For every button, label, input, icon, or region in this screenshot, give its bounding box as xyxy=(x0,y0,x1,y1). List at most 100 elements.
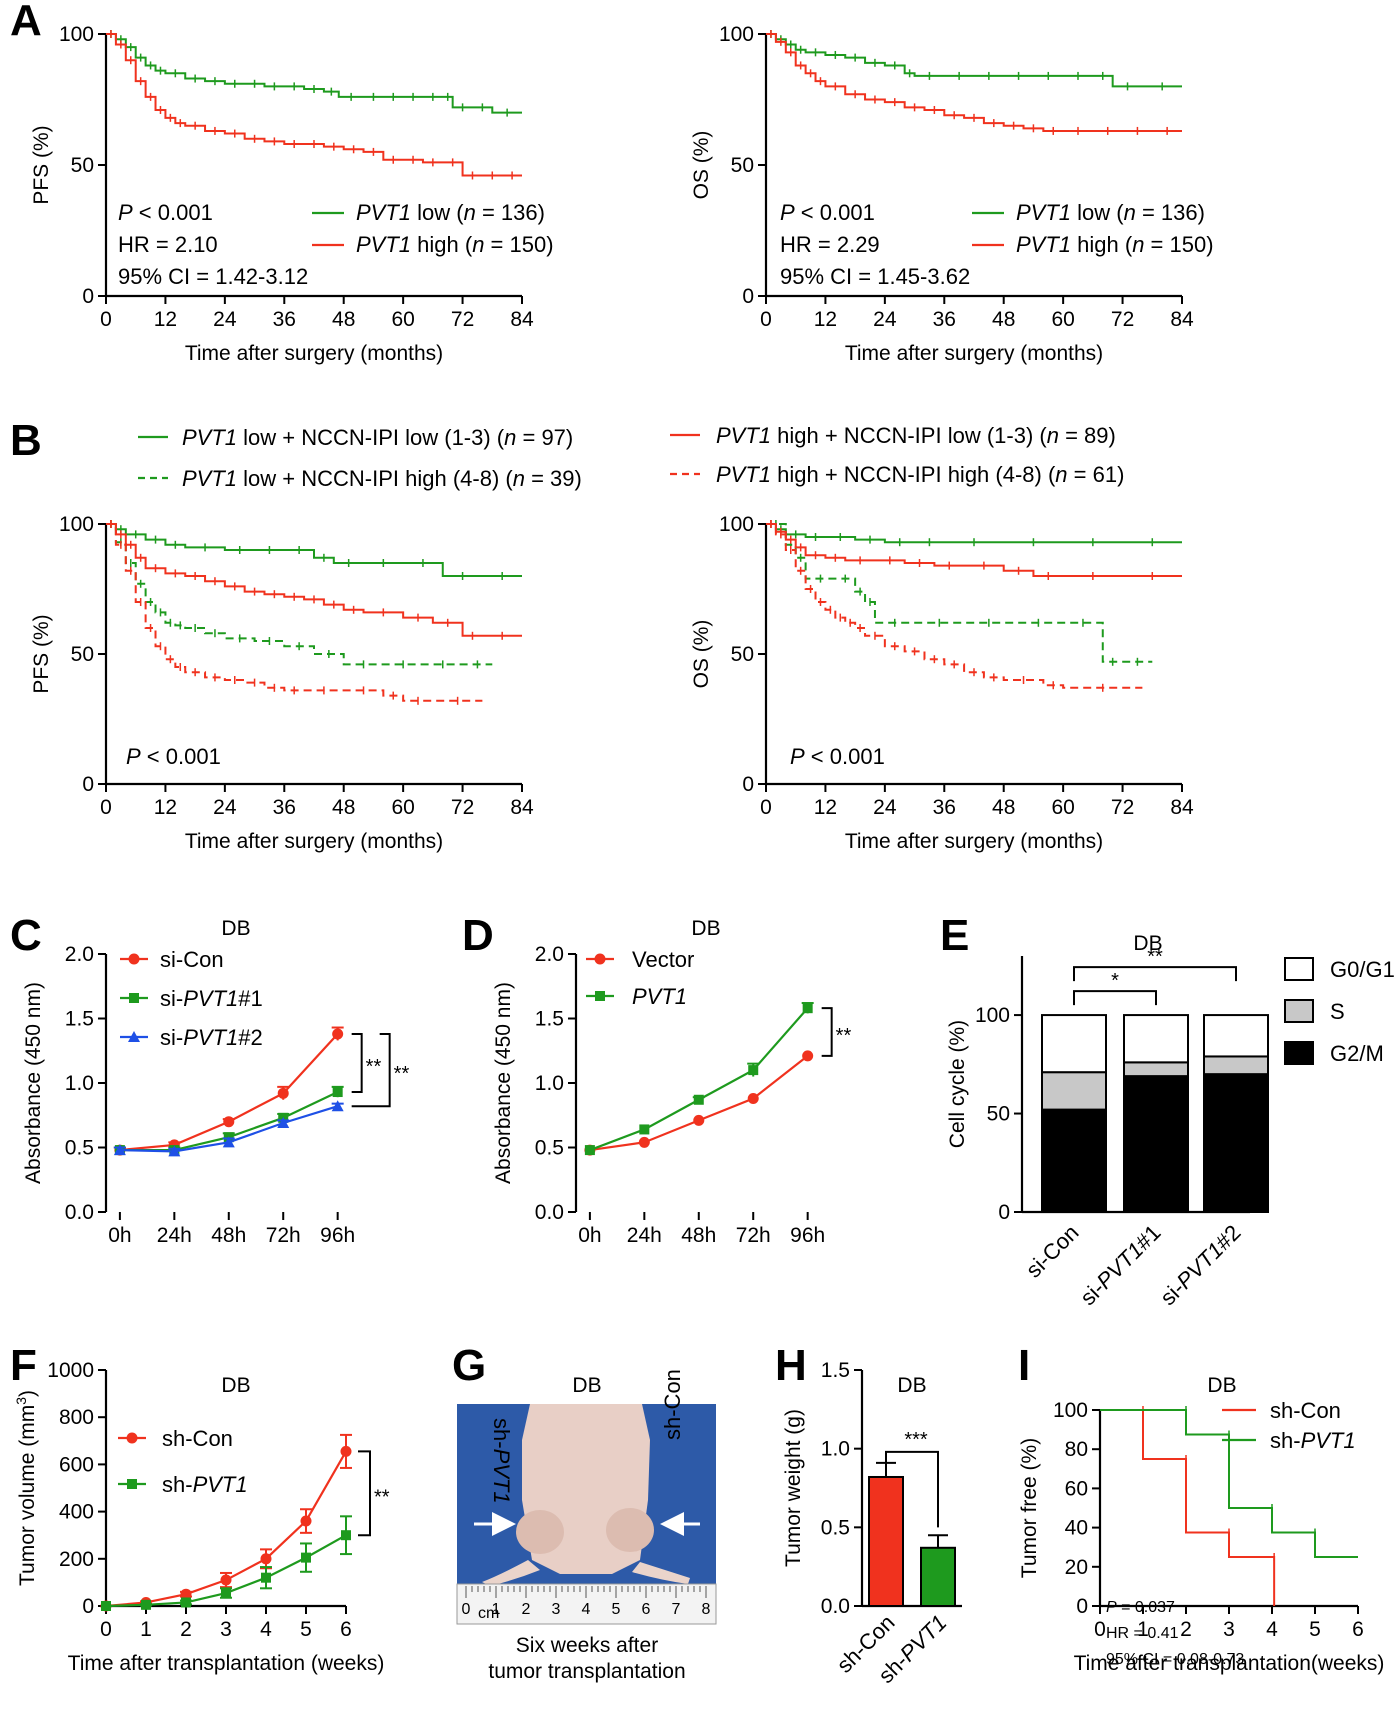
c-sig-bracket-2 xyxy=(351,1032,391,1108)
f-x-tick-label: 1 xyxy=(140,1618,152,1641)
a2-x-tick-label: 72 xyxy=(1111,308,1134,331)
d-series-2-point xyxy=(802,1003,813,1014)
panel-label-f: F xyxy=(10,1341,37,1390)
a1-legend-high-label: PVT1 high (n = 150) xyxy=(356,232,554,257)
i-y-tick-label: 20 xyxy=(1065,1556,1088,1579)
c-legend-sicon-label: si-Con xyxy=(160,947,224,972)
c-x-tick-label: 0h xyxy=(108,1224,131,1247)
a1-x-tick-label: 36 xyxy=(273,308,296,331)
b1-x-axis-label: Time after surgery (months) xyxy=(185,830,443,853)
a2-legend-high-label: PVT1 high (n = 150) xyxy=(1016,232,1214,257)
ruler-number: 1 xyxy=(492,1601,501,1618)
a2-y-tick-label: 0 xyxy=(742,285,754,308)
ruler-number: 7 xyxy=(672,1601,681,1618)
e-legend-g2m-label: G2/M xyxy=(1330,1041,1384,1066)
c-legend-sicon-marker xyxy=(128,953,140,965)
b1-x-tick-label: 48 xyxy=(332,796,355,819)
b2-series-1-curve xyxy=(766,523,1182,544)
f-y-tick-label: 400 xyxy=(59,1501,94,1524)
i-series-2-curve xyxy=(1100,1409,1358,1558)
a2-series-1-curve xyxy=(766,33,1182,88)
a2-hr: HR = 2.29 xyxy=(780,232,880,257)
d-y-axis-label: Absorbance (450 nm) xyxy=(492,982,515,1184)
a1-x-tick-label: 48 xyxy=(332,308,355,331)
a2-y-axis-label: OS (%) xyxy=(690,131,713,200)
b2-x-tick-label: 36 xyxy=(933,796,956,819)
d-series-1-point xyxy=(693,1114,705,1126)
panel-label-h: H xyxy=(775,1341,807,1390)
h-y-tick-label: 0.0 xyxy=(821,1595,850,1618)
f-series-2-point xyxy=(101,1601,111,1611)
c-y-tick-label: 1.5 xyxy=(65,1008,94,1031)
panel-label-g: G xyxy=(452,1341,486,1390)
tumor-left xyxy=(516,1510,564,1554)
c-legend-si2-label: si-PVT1#2 xyxy=(160,1025,263,1050)
b-legend-2-label: PVT1 low + NCCN-IPI high (4-8) (n = 39) xyxy=(182,466,582,491)
ruler-number: 0 xyxy=(462,1601,471,1618)
tumor-right xyxy=(606,1508,654,1552)
photo-label-sh-con: sh-Con xyxy=(660,1369,685,1440)
c-x-tick-label: 24h xyxy=(157,1224,192,1247)
h-sig-label: *** xyxy=(904,1429,928,1451)
d-series-1-point xyxy=(802,1050,814,1062)
c-y-tick-label: 0.0 xyxy=(65,1201,94,1224)
i-legend: sh-Con sh-PVT1 xyxy=(1222,1398,1356,1453)
f-y-axis-label: Tumor volume (mm3) xyxy=(13,1390,39,1586)
a1-series-2-curve xyxy=(106,33,522,177)
f-y-tick-label: 200 xyxy=(59,1548,94,1571)
a2-x-tick-label: 48 xyxy=(992,308,1015,331)
d-legend: Vector PVT1 xyxy=(586,947,694,1009)
b2-x-tick-label: 12 xyxy=(814,796,837,819)
a1-x-tick-label: 72 xyxy=(451,308,474,331)
g-caption-line2: tumor transplantation xyxy=(488,1660,685,1683)
a2-x-tick-label: 0 xyxy=(760,308,772,331)
b2-x-tick-label: 0 xyxy=(760,796,772,819)
c-series-1-point xyxy=(332,1028,344,1040)
c-x-tick-label: 96h xyxy=(320,1224,355,1247)
e-y-axis-label: Cell cycle (%) xyxy=(946,1020,969,1148)
f-y-tick-label: 1000 xyxy=(47,1359,94,1382)
b1-x-tick-label: 72 xyxy=(451,796,474,819)
f-x-tick-label: 3 xyxy=(220,1618,232,1641)
d-legend-vector-marker xyxy=(594,953,606,965)
c-legend-si2-marker xyxy=(128,1031,140,1042)
c-y-axis-label: Absorbance (450 nm) xyxy=(22,982,45,1184)
d-title: DB xyxy=(691,917,720,940)
line-plot-f: 0 1 2 3 4 5 6 0 200 400 600 800 1000 Time after trans… xyxy=(13,1359,390,1675)
d-series-2-point xyxy=(693,1094,704,1105)
i-hr: HR = 0.41 xyxy=(1106,1625,1179,1642)
d-series-2-point xyxy=(584,1145,595,1156)
c-y-tick-label: 1.0 xyxy=(65,1072,94,1095)
panel-label-a: A xyxy=(10,0,42,45)
c-x-tick-label: 48h xyxy=(211,1224,246,1247)
line-plot-c: 0h 24h 48h 72h 96h 0.0 0.5 1.0 1.5 2.0 Absorbance … xyxy=(22,943,409,1247)
a2-x-tick-label: 12 xyxy=(814,308,837,331)
i-y-tick-label: 60 xyxy=(1065,1477,1088,1500)
b1-p-value: P < 0.001 xyxy=(126,744,221,769)
a1-series-1-curve xyxy=(106,33,522,114)
ruler-unit: cm xyxy=(478,1605,499,1622)
f-x-tick-label: 5 xyxy=(300,1618,312,1641)
a2-y-tick-label: 50 xyxy=(731,154,754,177)
d-sig-label: ** xyxy=(836,1025,852,1047)
c-series-3-point xyxy=(168,1145,181,1157)
i-x-tick-label: 5 xyxy=(1309,1618,1321,1641)
b2-series-2-curve xyxy=(766,523,1153,663)
a1-x-axis-label: Time after surgery (months) xyxy=(185,342,443,365)
e-y-tick-label: 100 xyxy=(975,1004,1010,1027)
f-y-tick-label: 800 xyxy=(59,1406,94,1429)
b2-y-tick-label: 100 xyxy=(719,513,754,536)
c-sig-bracket-1 xyxy=(351,1032,363,1094)
c-series-2-point xyxy=(332,1087,343,1098)
stacked-bar-plot-e: 0 50 100 Cell cycle (%) si-Consi-PVT1#1si-PV… xyxy=(946,946,1269,1310)
panel-label-c: C xyxy=(10,911,42,960)
h-bar-2 xyxy=(920,1546,956,1607)
b1-y-tick-label: 100 xyxy=(59,513,94,536)
e-bar-3-g2m xyxy=(1203,1073,1269,1213)
c-sig-label-2: ** xyxy=(394,1063,410,1085)
e-legend-g2m-swatch xyxy=(1284,1041,1314,1065)
b2-x-tick-label: 72 xyxy=(1111,796,1134,819)
c-title: DB xyxy=(221,917,250,940)
b2-series-3-curve xyxy=(766,523,1182,577)
f-sig-bracket xyxy=(358,1450,371,1537)
